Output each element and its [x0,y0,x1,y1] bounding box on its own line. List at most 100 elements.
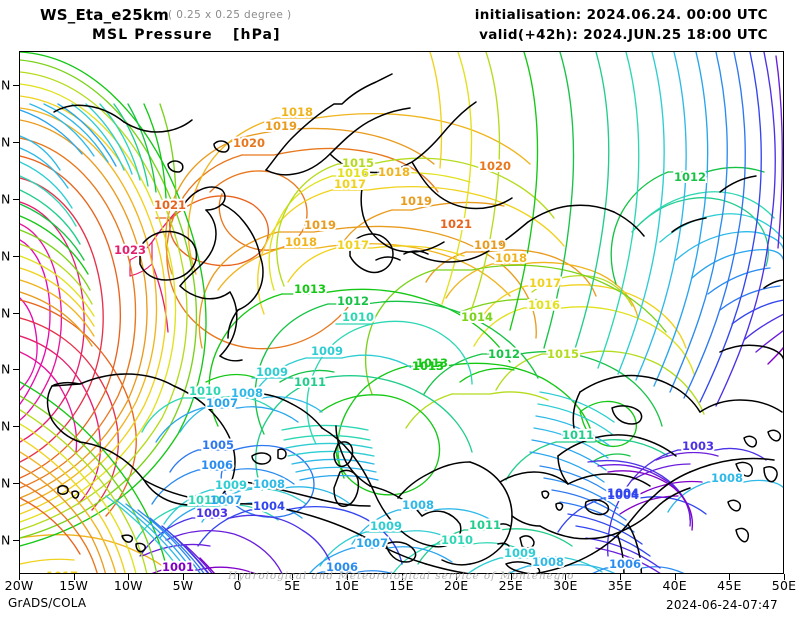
x-axis-tick [510,574,512,580]
contour-label-halo: 1009 [215,478,247,492]
variable-name-label: MSL Pressure [92,27,213,43]
contour-value-label: 1006 [326,560,358,573]
contour-value-label: 1003 [196,506,228,520]
contour-label-halo: 1001 [162,560,194,573]
contour-value-label: 1008 [532,555,564,569]
contour-label-halo: 1015 [342,156,374,170]
contour-label-halo: 1014 [461,310,493,324]
contour-label-halo: 1013 [412,359,444,373]
contour-label-halo: 1011 [562,428,594,442]
contour-label-halo: 1012 [674,170,706,184]
contour-label-halo: 1003 [196,506,228,520]
contour-value-label: 1017 [529,276,561,290]
x-axis-tick [346,574,348,580]
contour-value-label: 1013 [412,359,444,373]
x-axis-label: 5W [172,578,194,593]
contour-value-label: 1004 [607,488,639,502]
contour-label-halo: 1005 [202,438,234,452]
contour-value-label: 1015 [547,347,579,361]
variable-unit-label: [hPa] [233,27,281,43]
contour-label-halo: 1004 [253,499,285,513]
contour-value-label: 1012 [488,347,520,361]
y-axis-label: N [1,418,11,434]
contour-value-label: 1021 [440,217,472,231]
contour-label-halo: 1019 [265,119,297,133]
contour-label-halo: 1012 [337,294,369,308]
grads-credit-label: GrADS/COLA [8,596,87,610]
contour-value-label: 1004 [607,486,639,500]
contour-value-label: 1006 [609,557,641,571]
contour-value-label: 1019 [400,194,432,208]
contour-value-label: 1013 [294,282,326,296]
y-axis-tick [13,141,19,143]
x-axis-label: 15W [59,578,89,593]
contour-value-label: 1008 [711,471,743,485]
contour-label-halo: 1006 [326,560,358,573]
contour-label-halo: 1020 [233,136,265,150]
model-resolution-label: ( 0.25 x 0.25 degree ) [168,9,292,21]
x-axis-label: 0 [233,578,242,593]
contour-label-halo: 1017 [46,569,78,573]
contour-value-label: 1005 [202,438,234,452]
contour-value-label: 1006 [201,458,233,472]
contour-value-label: 1012 [337,294,369,308]
contour-label-halo: 1012 [488,347,520,361]
contour-label-halo: 1010 [441,533,473,547]
y-axis-tick [13,85,19,87]
x-axis-tick [401,574,403,580]
contour-value-label: 1012 [674,170,706,184]
contour-label-halo: 1021 [440,217,472,231]
contour-value-label: 1011 [469,518,501,532]
contour-label-halo: 1016 [337,166,369,180]
contour-label-group: 1018101910201015101610171018101910211020… [44,103,745,573]
contour-label-halo: 1006 [201,458,233,472]
x-axis-tick [19,574,20,580]
contour-value-label: 1019 [474,238,506,252]
y-axis-tick [13,426,19,428]
y-axis-tick [13,312,19,314]
contour-value-label: 1016 [528,298,560,312]
contour-value-label: 1009 [504,546,536,560]
contour-label-halo: 1013 [416,356,448,370]
contour-value-label: 1007 [210,493,242,507]
x-axis-label: 40E [662,578,687,593]
contour-value-label: 1019 [265,119,297,133]
x-axis-label: 5E [284,578,301,593]
contour-label-halo: 1009 [504,546,536,560]
x-axis-label: 35E [607,578,633,593]
y-axis-label: N [1,475,11,491]
contour-label-halo: 1004 [607,486,639,500]
initialisation-time-label: initialisation: 2024.06.24. 00:00 UTC [474,7,768,23]
y-axis-tick [13,539,19,541]
y-axis-label: N [1,134,11,150]
contour-value-label: 1017 [46,569,78,573]
contour-label-halo: 1009 [256,365,288,379]
contour-value-label: 1008 [231,386,263,400]
contour-value-label: 1001 [162,560,194,573]
contour-value-label: 1009 [215,478,247,492]
contour-label-halo: 1013 [412,359,444,373]
x-axis-tick [620,574,622,580]
x-axis-tick [729,574,731,580]
contour-label-halo: 1010 [189,384,221,398]
contour-value-label: 1004 [253,499,285,513]
contour-value-label: 1010 [188,493,220,507]
contour-label-halo: 1018 [378,165,410,179]
valid-time-label: valid(+42h): 2024.JUN.25 18:00 UTC [479,27,768,43]
contour-value-label: 1008 [253,477,285,491]
contour-label-halo: 1006 [609,557,641,571]
x-axis-label: 50E [771,578,797,593]
contour-map-plot: 1018 1019 1020 1015 1016 1017 1018 1019 1021 1020… [19,51,784,574]
contour-label-halo: 1011 [294,375,326,389]
x-axis-tick [182,574,184,580]
x-axis-tick [128,574,130,580]
contour-label-halo: 1008 [231,386,263,400]
contour-value-label: 1020 [479,159,511,173]
contour-value-label: 1010 [342,310,374,324]
contour-value-label: 1019 [304,218,336,232]
contour-value-label: 1009 [311,344,343,358]
contour-value-label: 1018 [495,251,527,265]
contour-label-halo: 1004 [607,488,639,502]
contour-label-halo: 1019 [304,218,336,232]
contour-value-label: 1018 [281,105,313,119]
